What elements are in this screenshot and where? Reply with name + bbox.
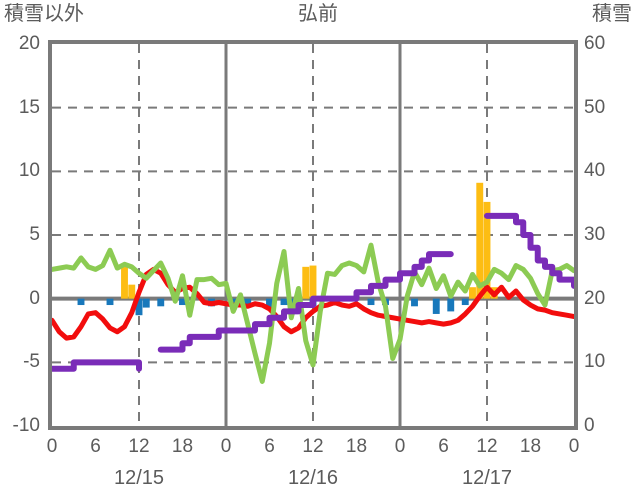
series-line-気温 (52, 266, 574, 341)
bar-降水 (461, 298, 469, 306)
plot-area (48, 40, 578, 430)
bar-降水 (106, 298, 114, 306)
y-tick-right-1: 50 (584, 96, 606, 118)
y-tick-right-6: 0 (584, 415, 595, 436)
day-label-0: 12/15 (113, 467, 165, 489)
y-tick-right-5: 10 (584, 351, 606, 373)
bar-降水 (77, 298, 85, 306)
x-tick-7: 18 (345, 436, 368, 457)
bar-降水 (367, 298, 375, 306)
bar-降水 (142, 298, 150, 308)
x-tick-11: 18 (519, 436, 542, 457)
bar-降水 (266, 298, 273, 309)
y-tick-left-0: 20 (18, 33, 40, 54)
bar-降雪 (309, 265, 317, 299)
x-tick-1: 6 (90, 436, 101, 457)
x-tick-12: 0 (568, 436, 580, 457)
bar-降水 (411, 298, 418, 307)
x-tick-6: 12 (302, 436, 324, 457)
bar-降水 (280, 298, 288, 306)
bar-降雪 (128, 284, 136, 299)
day-label-1: 12/16 (287, 467, 339, 489)
y-tick-left-3: 5 (29, 224, 40, 245)
y-tick-left-2: 10 (18, 160, 40, 182)
y-tick-left-1: 15 (18, 96, 40, 118)
bar-降雪 (476, 182, 484, 299)
x-tick-4: 0 (220, 436, 232, 457)
bar-降水 (432, 298, 440, 314)
y-tick-left-4: 0 (29, 287, 40, 309)
x-tick-3: 18 (171, 436, 194, 457)
x-tick-8: 0 (394, 436, 406, 457)
bar-降水 (447, 298, 455, 312)
page-title: 弘前 (298, 3, 338, 25)
y-tick-left-5: -5 (23, 351, 40, 373)
right-axis-title: 積雪 (592, 3, 632, 25)
bar-降水 (135, 298, 143, 316)
bar-降水 (179, 298, 186, 306)
series-line-積雪深 (52, 359, 142, 372)
x-tick-0: 0 (46, 436, 58, 457)
bar-降雪 (483, 201, 491, 299)
series-line-積雪深 (157, 251, 454, 353)
bar-降雪 (302, 266, 310, 299)
x-tick-9: 6 (438, 436, 449, 457)
bar-降雪 (121, 265, 128, 299)
x-tick-2: 12 (128, 436, 150, 457)
y-tick-right-2: 40 (584, 160, 606, 182)
day-label-2: 12/17 (461, 467, 513, 489)
series-line-積雪深 (484, 212, 574, 289)
bar-降水 (244, 298, 252, 307)
x-tick-5: 6 (264, 436, 275, 457)
left-axis-title: 積雪以外 (4, 3, 84, 25)
series-line-風速 (52, 242, 574, 384)
x-tick-10: 12 (476, 436, 498, 457)
bar-降雪 (469, 287, 476, 299)
y-tick-right-0: 60 (584, 33, 606, 54)
y-tick-right-3: 30 (584, 224, 606, 245)
bar-降水 (157, 298, 165, 307)
series-lines-layer (52, 212, 574, 384)
y-tick-left-6: -10 (12, 415, 40, 436)
y-tick-right-4: 20 (584, 287, 606, 309)
